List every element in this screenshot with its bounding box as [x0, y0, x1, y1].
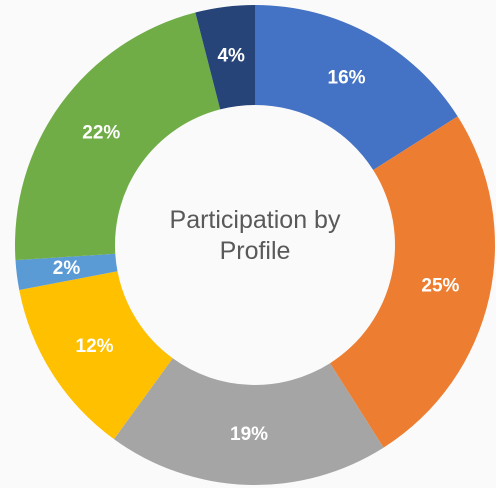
chart-title: Participation by Profile — [169, 206, 341, 265]
data-label: 2% — [53, 258, 81, 279]
donut-slice — [113, 358, 384, 485]
data-label: 12% — [76, 336, 114, 357]
donut-slice — [14, 12, 221, 261]
data-label: 16% — [328, 68, 366, 89]
donut-slice — [255, 5, 458, 170]
data-label: 22% — [82, 122, 120, 143]
donut-slice — [330, 116, 495, 448]
data-label: 4% — [217, 46, 245, 67]
donut-slice — [15, 253, 118, 290]
data-label: 19% — [230, 424, 268, 445]
data-label: 25% — [421, 275, 459, 296]
donut-slice — [195, 5, 255, 110]
donut-slice — [19, 271, 173, 440]
